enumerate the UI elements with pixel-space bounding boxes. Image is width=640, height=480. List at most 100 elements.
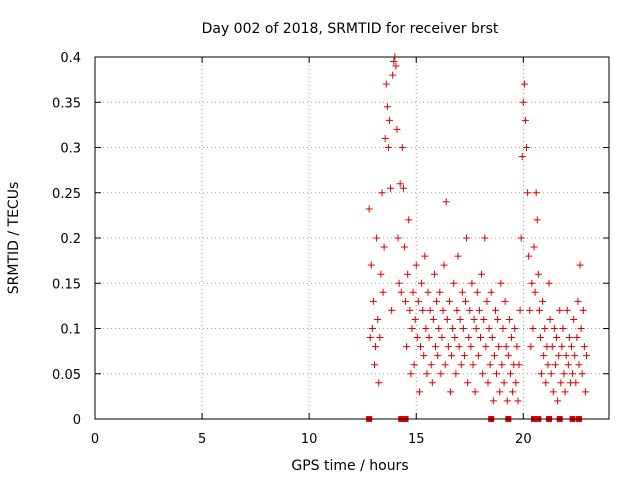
data-point bbox=[390, 58, 398, 66]
data-point bbox=[548, 343, 556, 351]
data-point bbox=[550, 325, 558, 332]
data-point bbox=[573, 334, 581, 342]
data-point bbox=[463, 234, 471, 242]
data-point bbox=[547, 370, 555, 378]
gridlines bbox=[95, 57, 609, 419]
data-point bbox=[460, 352, 468, 360]
data-point bbox=[523, 144, 531, 151]
data-point bbox=[544, 361, 552, 369]
data-point bbox=[421, 252, 429, 260]
y-tick-labels: 0 0.05 0.1 0.15 0.2 0.25 0.3 0.35 0.4 bbox=[52, 51, 81, 428]
data-point bbox=[577, 325, 585, 332]
data-point bbox=[436, 288, 444, 296]
data-point bbox=[559, 325, 567, 332]
data-point bbox=[562, 352, 570, 360]
y-tick-label: 0.3 bbox=[60, 142, 81, 157]
data-point bbox=[379, 288, 387, 296]
data-point bbox=[389, 71, 397, 79]
data-point bbox=[384, 144, 392, 151]
data-point bbox=[400, 243, 408, 251]
data-point bbox=[405, 216, 413, 224]
data-point bbox=[551, 361, 559, 369]
data-point bbox=[527, 343, 535, 351]
data-point bbox=[535, 306, 543, 314]
data-point bbox=[394, 234, 402, 242]
data-point bbox=[491, 306, 499, 314]
data-point bbox=[512, 379, 520, 387]
data-point bbox=[395, 279, 403, 287]
data-point bbox=[528, 279, 536, 287]
data-point bbox=[408, 325, 416, 332]
data-point bbox=[570, 315, 578, 323]
data-point bbox=[445, 297, 453, 305]
data-point bbox=[561, 388, 569, 396]
data-point bbox=[399, 184, 407, 192]
y-axis-label: SRMTID / TECUs bbox=[6, 182, 22, 295]
data-point bbox=[583, 352, 591, 360]
data-point bbox=[366, 334, 374, 342]
data-point bbox=[474, 352, 482, 360]
data-point bbox=[451, 334, 459, 342]
data-point bbox=[571, 352, 579, 360]
data-point bbox=[466, 306, 474, 314]
y-tick-label: 0.1 bbox=[60, 323, 81, 338]
data-point bbox=[412, 261, 420, 269]
x-tick-label: 20 bbox=[515, 432, 532, 447]
data-point bbox=[556, 306, 564, 314]
data-point bbox=[404, 270, 412, 278]
data-point bbox=[430, 270, 438, 278]
data-point bbox=[458, 288, 466, 296]
data-point bbox=[414, 297, 422, 305]
data-point bbox=[538, 370, 546, 378]
data-point bbox=[409, 288, 417, 296]
data-point bbox=[417, 343, 425, 351]
data-point bbox=[483, 297, 491, 305]
data-point bbox=[370, 361, 378, 369]
data-point bbox=[499, 325, 507, 332]
data-point bbox=[373, 234, 381, 242]
data-point bbox=[504, 352, 512, 360]
data-point bbox=[376, 334, 384, 342]
data-point bbox=[471, 388, 479, 396]
data-point bbox=[497, 279, 505, 287]
data-point bbox=[479, 370, 487, 378]
data-point bbox=[501, 297, 509, 305]
data-point bbox=[475, 306, 483, 314]
y-tick-label: 0.4 bbox=[60, 51, 81, 66]
data-point bbox=[365, 205, 373, 213]
data-point bbox=[467, 343, 475, 351]
data-point bbox=[493, 370, 501, 378]
data-point bbox=[375, 379, 383, 387]
data-point bbox=[449, 325, 457, 332]
y-tick-label: 0.05 bbox=[52, 368, 81, 383]
data-point bbox=[369, 297, 377, 305]
data-point bbox=[565, 334, 573, 342]
data-point bbox=[410, 361, 418, 369]
data-point bbox=[575, 361, 583, 369]
x-axis-label: GPS time / hours bbox=[291, 458, 408, 474]
data-point bbox=[516, 306, 524, 314]
data-point bbox=[473, 288, 481, 296]
data-point bbox=[511, 325, 519, 332]
data-point bbox=[434, 352, 442, 360]
chart-title: Day 002 of 2018, SRMTID for receiver brs… bbox=[202, 21, 499, 37]
data-point bbox=[372, 343, 380, 351]
data-point bbox=[534, 270, 542, 278]
data-point bbox=[426, 306, 434, 314]
data-point bbox=[464, 379, 472, 387]
data-point bbox=[506, 370, 514, 378]
y-tick-label: 0.35 bbox=[52, 96, 81, 111]
data-point bbox=[488, 334, 496, 342]
data-point bbox=[525, 252, 533, 260]
data-point bbox=[442, 198, 450, 206]
data-point bbox=[578, 370, 586, 378]
data-point bbox=[450, 279, 458, 287]
data-point bbox=[469, 361, 477, 369]
data-point bbox=[576, 261, 584, 269]
data-point bbox=[498, 361, 506, 369]
data-point bbox=[415, 388, 423, 396]
data-point bbox=[579, 306, 587, 314]
data-point bbox=[443, 315, 451, 323]
data-point bbox=[581, 388, 589, 396]
data-point bbox=[486, 361, 494, 369]
